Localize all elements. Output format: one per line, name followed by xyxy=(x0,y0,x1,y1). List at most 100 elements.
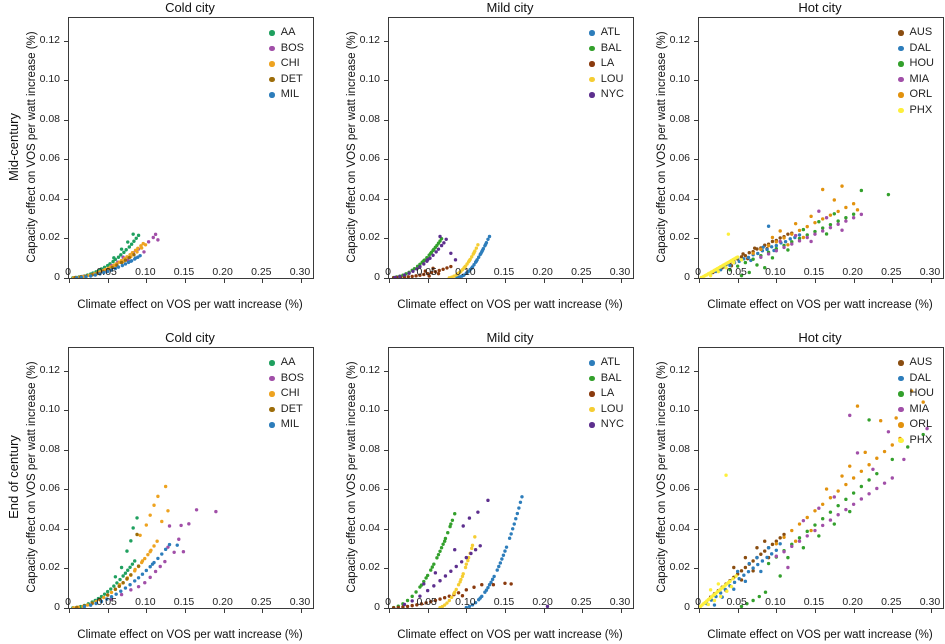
scatter-point-bal xyxy=(429,251,433,255)
plot-area: AA BOS CHI DET MIL xyxy=(64,17,314,283)
legend-item-mil: MIL xyxy=(269,87,304,103)
scatter-point-lou xyxy=(447,598,451,603)
scatter-point-det xyxy=(127,255,131,260)
x-tick-label: 0.25 xyxy=(251,596,272,608)
scatter-point-bos xyxy=(163,559,167,564)
x-tick-mark xyxy=(620,279,622,283)
scatter-point-hou xyxy=(906,445,910,449)
y-tick-mark xyxy=(384,238,388,240)
legend-item-mia: MIA xyxy=(898,402,934,418)
scatter-point-la xyxy=(431,266,435,271)
legend-item-lou: LOU xyxy=(589,402,624,418)
scatter-point-nyc xyxy=(443,574,448,578)
legend-item-atl: ATL xyxy=(589,355,624,371)
y-tick-label: 0.02 xyxy=(39,231,60,244)
legend-label: AUS xyxy=(909,26,933,39)
scatter-point-aa xyxy=(132,239,136,243)
legend: AUS DAL HOU MIA ORL PHX xyxy=(898,355,934,448)
scatter-point-orl xyxy=(844,205,848,210)
scatter-point-atl xyxy=(474,259,479,263)
scatter-point-orl xyxy=(782,535,786,539)
scatter-point-atl xyxy=(504,545,509,549)
scatter-point-det xyxy=(129,573,133,577)
scatter-point-mil xyxy=(105,597,109,601)
x-tick-label: 0.30 xyxy=(919,596,941,608)
y-tick-label: 0.12 xyxy=(359,363,380,376)
x-tick-label: 0.25 xyxy=(881,266,902,278)
scatter-point-dal xyxy=(746,569,751,574)
scatter-point-la xyxy=(419,602,424,606)
scatter-point-aus xyxy=(743,555,748,560)
scatter-point-hou xyxy=(766,561,771,566)
y-tick-mark xyxy=(64,568,68,570)
legend-label: NYC xyxy=(600,418,624,431)
scatter-point-lou xyxy=(453,590,457,594)
x-tick-mark xyxy=(582,609,584,613)
scatter-point-det xyxy=(105,593,110,597)
x-axis-label: Climate effect on VOS per watt increase … xyxy=(397,299,623,311)
scatter-point-la xyxy=(424,601,428,605)
scatter-point-nyc xyxy=(434,250,438,254)
legend: AA BOS CHI DET MIL xyxy=(269,355,304,433)
scatter-point-nyc xyxy=(439,243,444,248)
scatter-point-mia xyxy=(840,228,844,232)
scatter-point-mil xyxy=(82,604,87,608)
scatter-point-orl xyxy=(805,515,809,520)
scatter-point-hou xyxy=(921,432,925,437)
scatter-point-nyc xyxy=(402,602,407,607)
scatter-point-orl xyxy=(797,228,802,233)
scatter-point-dal xyxy=(737,577,741,581)
legend-item-phx: PHX xyxy=(898,103,934,119)
scatter-point-hou xyxy=(735,264,740,268)
x-tick-mark xyxy=(930,609,932,613)
scatter-point-nyc xyxy=(422,582,426,586)
legend-item-dal: DAL xyxy=(898,371,934,387)
scatter-point-la xyxy=(503,581,507,585)
scatter-point-hou xyxy=(797,236,802,241)
x-tick-mark xyxy=(389,609,390,613)
scatter-point-aa xyxy=(125,549,129,553)
legend-item-nyc: NYC xyxy=(589,417,624,433)
x-axis-label: Climate effect on VOS per watt increase … xyxy=(397,629,623,641)
scatter-point-atl xyxy=(517,506,521,510)
y-tick-label: 0.10 xyxy=(359,73,380,86)
y-tick-label: 0.02 xyxy=(359,561,380,574)
scatter-point-aa xyxy=(105,589,110,594)
scatter-point-lou xyxy=(473,535,477,539)
x-tick-mark xyxy=(466,609,468,613)
scatter-point-mia xyxy=(902,457,906,462)
scatter-point-la xyxy=(391,606,396,608)
legend-dot-icon xyxy=(589,61,595,67)
scatter-point-atl xyxy=(464,605,469,608)
legend-item-nyc: NYC xyxy=(589,87,624,103)
x-tick-mark xyxy=(389,279,390,283)
y-tick-label: 0.10 xyxy=(39,73,60,86)
scatter-point-la xyxy=(415,603,419,607)
scatter-point-nyc xyxy=(422,262,426,266)
scatter-point-aa xyxy=(119,565,124,570)
scatter-point-mil xyxy=(144,568,149,573)
scatter-point-hou xyxy=(786,555,790,560)
scatter-point-hou xyxy=(747,270,751,275)
y-tick-label: 0.02 xyxy=(669,231,690,244)
scatter-point-chi xyxy=(109,590,114,595)
y-tick-mark xyxy=(694,528,698,530)
x-tick-label: 0 xyxy=(695,266,701,278)
x-tick-mark xyxy=(223,609,225,613)
scatter-point-hou xyxy=(805,529,809,534)
y-tick-mark xyxy=(694,449,698,451)
y-tick-label: 0.08 xyxy=(669,442,690,455)
y-tick-label: 0.06 xyxy=(359,482,380,495)
scatter-point-det xyxy=(132,252,136,257)
legend-label: ATL xyxy=(600,356,621,369)
scatter-point-mil xyxy=(150,562,155,566)
x-tick-mark xyxy=(930,279,932,283)
x-tick-mark xyxy=(737,609,739,613)
scatter-point-atl xyxy=(483,242,488,247)
scatter-point-orl xyxy=(813,509,817,513)
x-tick-label: 0 xyxy=(65,596,71,608)
legend-label: BAL xyxy=(600,371,622,384)
scatter-point-aa xyxy=(126,568,130,572)
x-tick-mark xyxy=(262,279,264,283)
scatter-point-mia xyxy=(836,513,840,517)
